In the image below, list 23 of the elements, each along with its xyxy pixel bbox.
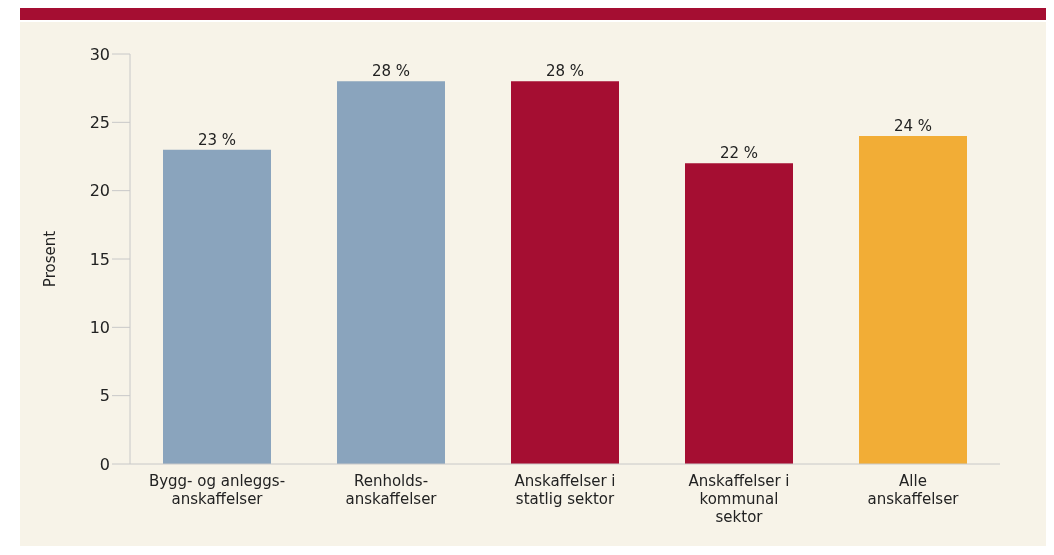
x-tick-label: Renholds- anskaffelser <box>345 472 438 508</box>
bar <box>859 136 967 464</box>
y-axis-title: Prosent <box>41 230 60 288</box>
y-tick-label: 5 <box>99 386 110 406</box>
x-tick-label: Bygg- og anleggs- anskaffelser <box>148 472 286 508</box>
y-tick-label: 25 <box>89 113 110 133</box>
data-label: 28 % <box>545 62 585 81</box>
x-tick-label: Anskaffelser i statlig sektor <box>514 472 616 508</box>
y-tick-label: 30 <box>89 44 110 64</box>
bar <box>163 149 271 464</box>
bar <box>511 81 619 464</box>
bar <box>685 163 793 464</box>
data-label: 24 % <box>893 117 933 135</box>
data-label: 23 % <box>197 130 237 149</box>
y-tick-label: 0 <box>99 454 110 474</box>
y-tick-label: 20 <box>89 181 110 201</box>
data-label: 28 % <box>371 62 411 81</box>
data-label: 22 % <box>719 144 759 163</box>
x-tick-label: Alle anskaffelser <box>867 472 960 508</box>
y-tick-label: 15 <box>89 249 110 269</box>
x-tick-label: Anskaffelser i kommunal sektor <box>688 472 790 526</box>
y-tick-label: 10 <box>89 318 110 338</box>
bar <box>337 81 445 464</box>
